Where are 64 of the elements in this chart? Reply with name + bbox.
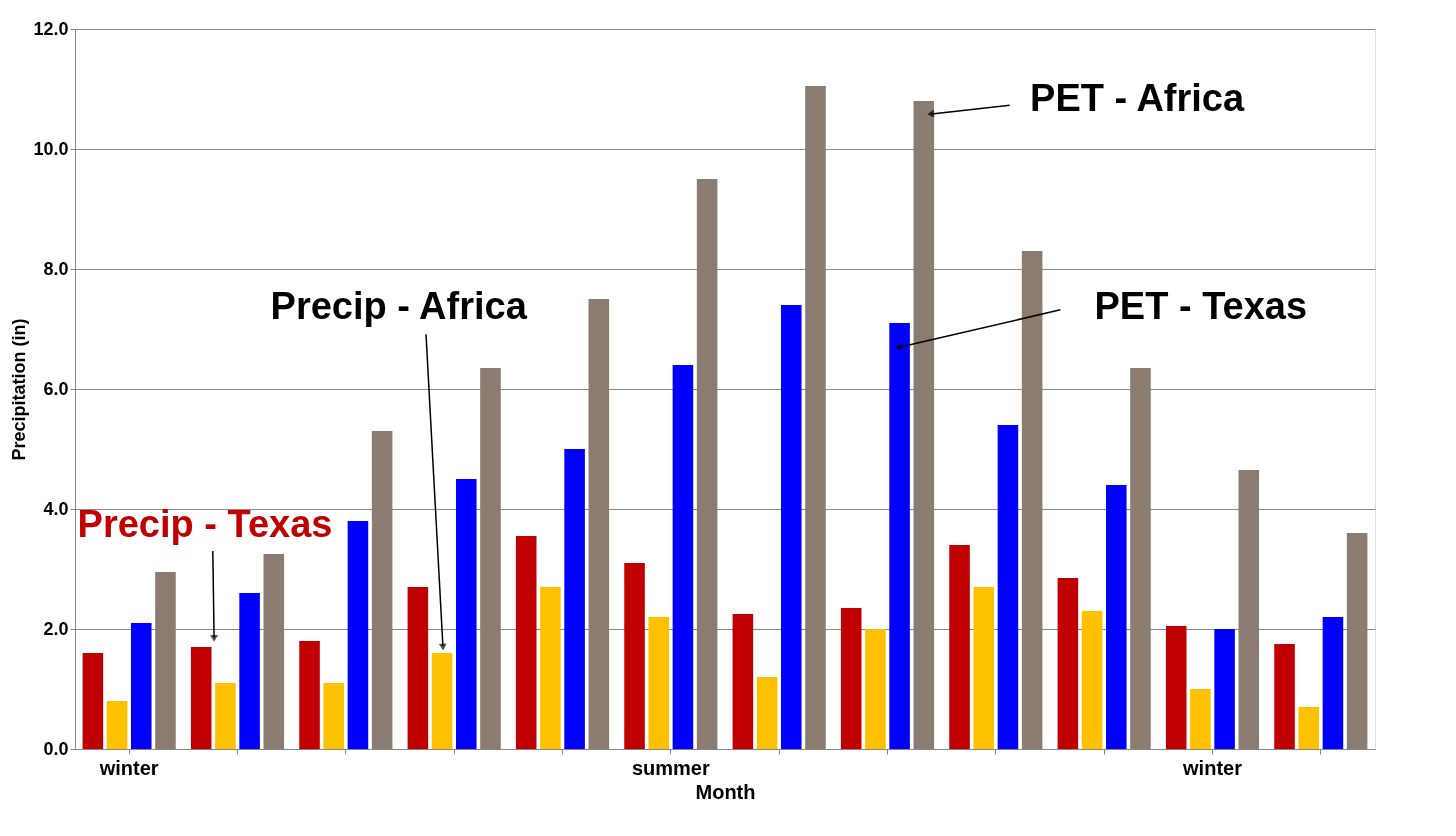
bar	[455, 479, 477, 749]
bar	[480, 368, 501, 749]
bar	[780, 305, 802, 749]
bar	[371, 431, 393, 749]
bar	[997, 425, 1019, 749]
bar	[190, 647, 212, 749]
x-axis-title: Month	[695, 780, 756, 803]
bar	[431, 653, 453, 749]
text: Precip - Africa	[270, 285, 528, 328]
bar	[1346, 533, 1368, 749]
bar	[1130, 368, 1151, 749]
y-tick-label: 10.0	[33, 138, 69, 159]
bar	[540, 587, 561, 749]
bar	[624, 563, 645, 749]
y-tick-label: 0.0	[43, 738, 69, 759]
bar	[239, 593, 260, 749]
bar	[889, 323, 910, 749]
bar	[515, 536, 537, 749]
bar	[263, 554, 285, 749]
bar	[648, 617, 670, 749]
bar	[347, 521, 369, 749]
bar	[564, 449, 585, 749]
bar	[1298, 707, 1320, 749]
bar	[106, 701, 128, 749]
bar	[323, 683, 345, 749]
bar	[1322, 617, 1344, 749]
bar	[1214, 629, 1235, 749]
bar	[1190, 689, 1211, 749]
bar	[672, 365, 694, 749]
y-tick-label: 4.0	[43, 498, 69, 519]
bar	[299, 641, 320, 749]
text: PET - Texas	[1094, 285, 1308, 328]
bar	[155, 572, 176, 749]
bar	[805, 86, 826, 749]
x-tick-label: winter	[1182, 756, 1243, 779]
bar	[973, 587, 995, 749]
bar	[1105, 485, 1127, 749]
x-tick-label: winter	[98, 756, 159, 779]
bar	[1238, 470, 1260, 749]
bar	[865, 629, 886, 749]
bar	[732, 614, 754, 749]
bar	[588, 299, 610, 749]
bar	[130, 623, 152, 749]
bar	[1165, 626, 1187, 749]
y-tick-label: 6.0	[43, 378, 69, 399]
bar	[696, 179, 718, 749]
bar	[913, 101, 935, 749]
y-tick-label: 12.0	[33, 18, 69, 39]
bar	[407, 587, 429, 749]
x-tick-label: summer	[631, 756, 710, 779]
bar	[756, 677, 778, 749]
bar	[949, 545, 970, 749]
bar	[1081, 611, 1103, 749]
bar	[1021, 251, 1043, 749]
bar	[840, 608, 862, 749]
y-tick-label: 8.0	[43, 258, 69, 279]
bar	[1057, 578, 1079, 749]
bar	[215, 683, 236, 749]
bar	[82, 653, 104, 749]
y-axis-title: Precipitation (in)	[9, 318, 30, 461]
bar	[1274, 644, 1295, 749]
text: PET - Africa	[1030, 77, 1245, 120]
y-tick-label: 2.0	[43, 618, 69, 639]
text: Precip - Texas	[77, 502, 333, 545]
